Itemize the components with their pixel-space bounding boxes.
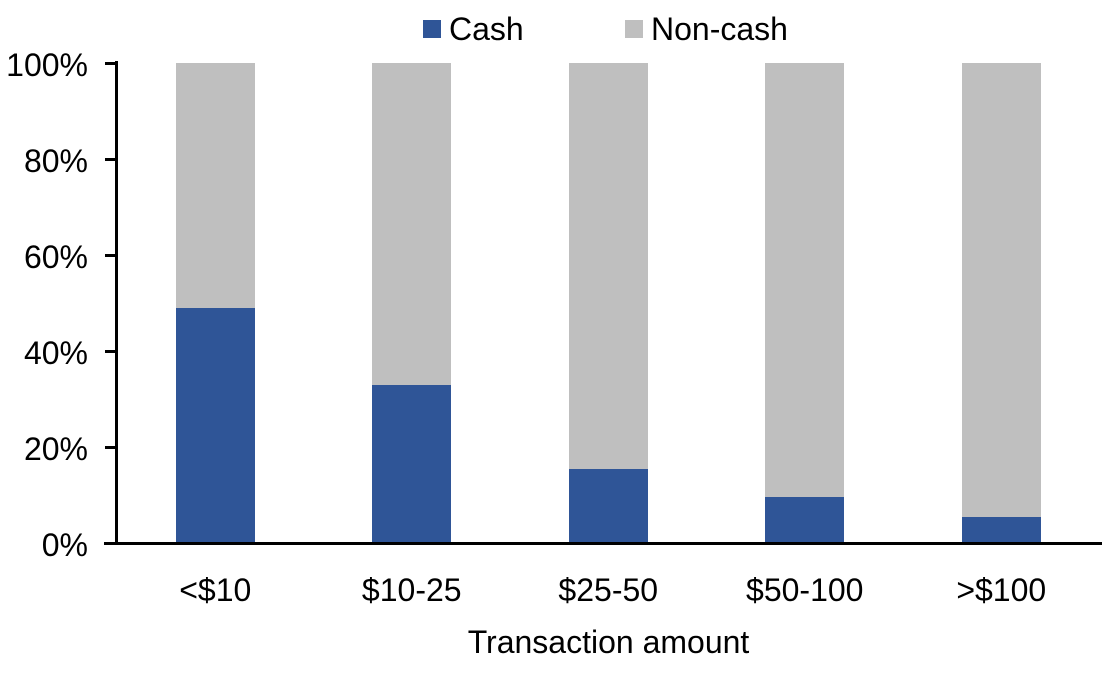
x-axis-line — [104, 542, 1102, 545]
legend-label-noncash: Non-cash — [651, 11, 788, 47]
y-tick-label: 60% — [23, 239, 88, 275]
y-tick-mark — [105, 253, 117, 257]
y-tick-mark — [105, 157, 117, 161]
y-tick-label: 80% — [23, 143, 88, 179]
bar-segment-cash — [372, 384, 452, 543]
bar-segment-non-cash — [568, 63, 648, 469]
x-axis-title: Transaction amount — [467, 624, 750, 660]
legend-label-cash: Cash — [449, 11, 524, 47]
noncash-swatch-icon — [625, 20, 643, 38]
y-tick-label: 0% — [41, 527, 88, 563]
y-tick-label: 20% — [23, 431, 88, 467]
bar-segment-non-cash — [175, 63, 255, 308]
bar-segment-cash — [175, 307, 255, 543]
bar-segment-non-cash — [961, 63, 1041, 517]
y-tick-mark — [105, 61, 117, 65]
cash-swatch-icon — [423, 20, 441, 38]
y-tick-mark — [105, 445, 117, 449]
y-axis-line — [115, 61, 118, 545]
x-tick-label: >$100 — [956, 572, 1047, 608]
legend-entry-noncash: Non-cash — [625, 9, 788, 49]
y-tick-label: 40% — [23, 335, 88, 371]
y-tick-mark — [105, 541, 117, 545]
x-tick-label: $25-50 — [558, 572, 659, 608]
x-tick-label: $50-100 — [746, 572, 864, 608]
bar-segment-cash — [961, 516, 1041, 543]
y-tick-mark — [105, 349, 117, 353]
bar-segment-non-cash — [372, 63, 452, 385]
bar-segment-cash — [765, 497, 845, 543]
bar-segment-cash — [568, 468, 648, 543]
y-tick-label: 100% — [6, 47, 88, 83]
legend-entry-cash: Cash — [423, 9, 524, 49]
x-tick-label: <$10 — [179, 572, 252, 608]
x-tick-label: $10-25 — [361, 572, 462, 608]
bar-segment-non-cash — [765, 63, 845, 498]
